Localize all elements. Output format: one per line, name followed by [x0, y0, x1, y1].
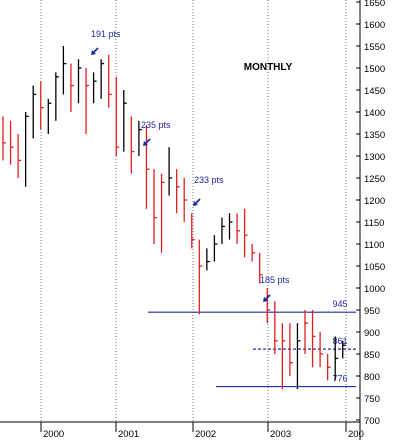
- ohlc-bar: [311, 310, 316, 368]
- annotation: 233 pts: [193, 175, 224, 206]
- year-gridlines: [40, 0, 347, 422]
- ohlc-bar: [334, 336, 339, 381]
- y-tick-label: 1650: [364, 0, 385, 9]
- ohlc-bar: [243, 208, 248, 258]
- ohlc-bar: [115, 76, 120, 156]
- arrow-head-icon: [263, 297, 268, 302]
- level-label-861: 861: [332, 336, 347, 346]
- ohlc-bar: [198, 239, 203, 315]
- y-tick-label: 1050: [364, 262, 385, 273]
- ohlc-bar: [206, 248, 210, 271]
- ohlc-bar: [342, 340, 346, 359]
- ohlc-bar: [70, 63, 74, 112]
- y-tick-label: 1350: [364, 130, 385, 141]
- ohlc-bar: [274, 301, 278, 354]
- ohlc-bar: [47, 98, 52, 134]
- ohlc-bar: [17, 134, 22, 178]
- x-tick-label: 2002: [195, 429, 216, 440]
- ohlc-bar: [77, 59, 82, 104]
- ohlc-bar: [259, 252, 263, 284]
- arrow-head-icon: [91, 50, 96, 55]
- ohlc-bar: [160, 173, 165, 253]
- y-tick-label: 1600: [364, 20, 385, 31]
- y-tick-label: 850: [364, 350, 380, 361]
- ohlc-bar: [108, 54, 112, 108]
- ohlc-bar: [289, 323, 293, 376]
- y-tick-label: 1400: [364, 108, 385, 119]
- arrow-head-icon: [143, 141, 148, 146]
- y-tick-label: 1550: [364, 42, 385, 53]
- axes: [0, 0, 361, 440]
- x-tick-label: 2001: [118, 429, 139, 440]
- ohlc-bar: [100, 59, 105, 99]
- y-tick-label: 1200: [364, 196, 385, 207]
- y-tick-label: 1500: [364, 64, 385, 75]
- ohlc-bar: [92, 72, 97, 104]
- ohlc-bar: [32, 85, 37, 139]
- ohlc-bar: [24, 112, 29, 187]
- ohlc-bar: [153, 169, 157, 244]
- ohlc-bar: [9, 120, 14, 165]
- x-tick-label: 2000: [43, 429, 64, 440]
- ohlc-bar: [2, 116, 6, 161]
- ohlc-bar: [183, 178, 188, 222]
- annotation-label: 235 pts: [141, 120, 171, 130]
- x-tick-label: 2003: [270, 429, 291, 440]
- horizontal-levels: 945 861 776: [148, 299, 356, 388]
- annotation: 185 pts: [260, 275, 290, 302]
- ohlc-bar: [281, 323, 286, 390]
- y-tick-label: 750: [364, 394, 380, 405]
- ohlc-bar: [213, 235, 218, 262]
- x-tick-label: 200: [348, 429, 364, 440]
- ohlc-bar: [304, 310, 308, 354]
- ohlc-bar: [145, 125, 150, 209]
- annotation: 191 pts: [91, 29, 121, 55]
- ohlc-bar: [40, 81, 44, 130]
- level-label-776: 776: [332, 374, 347, 384]
- chart-title: MONTHLY: [244, 62, 293, 73]
- price-bars: [2, 46, 346, 390]
- y-tick-label: 1150: [364, 218, 384, 229]
- annotation: 235 pts: [141, 120, 171, 146]
- y-axis-ticks: 1650 1600 1550 1500 1450 1400 1350 1300 1250 1200…: [356, 0, 385, 427]
- ohlc-bar: [236, 213, 241, 244]
- y-tick-label: 1450: [364, 86, 385, 97]
- y-tick-label: 900: [364, 328, 380, 339]
- ohlc-bar: [228, 213, 233, 240]
- ohlc-bar: [85, 68, 90, 134]
- ohlc-bar: [319, 332, 324, 368]
- y-tick-label: 800: [364, 372, 380, 383]
- ohlc-bar: [221, 217, 225, 244]
- annotation-label: 233 pts: [194, 175, 224, 185]
- ohlc-bar: [296, 323, 301, 390]
- ohlc-bar: [168, 147, 173, 196]
- y-tick-label: 1100: [364, 240, 384, 251]
- ohlc-bar: [138, 120, 142, 156]
- x-axis-ticks: 2000 2001 2002 2003 200: [40, 422, 364, 440]
- ohlc-bar: [251, 244, 256, 262]
- ohlc-bar: [130, 116, 135, 174]
- y-tick-label: 700: [364, 416, 380, 427]
- ohlc-bar: [175, 169, 180, 214]
- y-tick-label: 1300: [364, 152, 385, 163]
- ohlc-bar: [55, 72, 59, 121]
- ohlc-bar: [326, 354, 331, 381]
- ohlc-bar: [191, 213, 195, 249]
- ohlc-bar: [123, 90, 127, 152]
- annotation-label: 185 pts: [260, 275, 290, 285]
- arrow-head-icon: [193, 201, 198, 206]
- annotation-label: 191 pts: [91, 29, 121, 39]
- level-label-945: 945: [332, 299, 347, 309]
- ohlc-bar: [266, 288, 271, 324]
- y-tick-label: 1000: [364, 284, 385, 295]
- y-tick-label: 1250: [364, 174, 385, 185]
- y-tick-label: 950: [364, 306, 380, 317]
- ohlc-bar: [62, 46, 67, 95]
- annotations: 191 pts 235 pts 233 pts 185 pts: [91, 29, 290, 302]
